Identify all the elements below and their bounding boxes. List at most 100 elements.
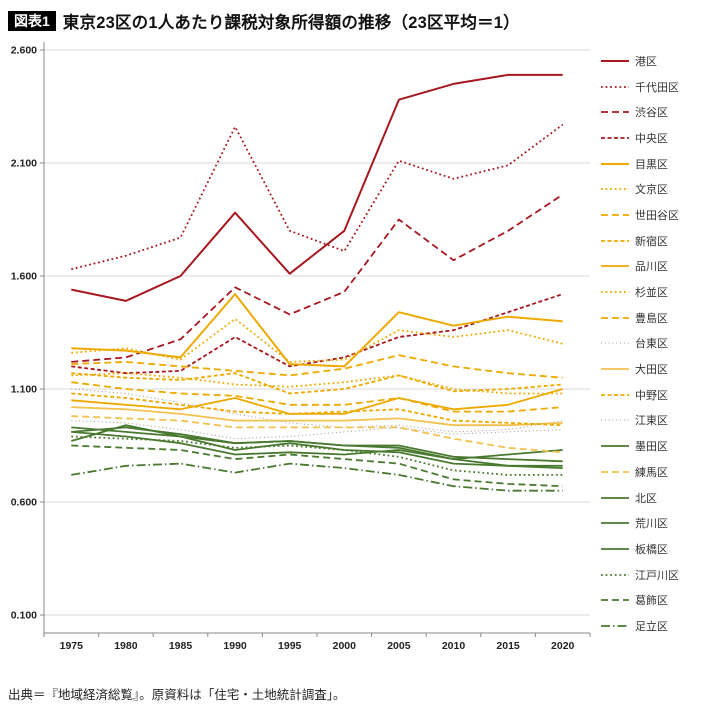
- legend-label: 新宿区: [635, 235, 668, 248]
- legend-line-sample-icon: [601, 573, 629, 576]
- legend-label: 品川区: [635, 261, 668, 274]
- source-note: 出典＝『地域経済総覧』。原資料は「住宅・土地統計調査」。: [8, 688, 346, 702]
- x-tick-label: 2005: [387, 640, 411, 652]
- legend-label: 大田区: [635, 364, 668, 377]
- legend-line-sample-icon: [601, 239, 629, 242]
- series-line-葛飾区: [71, 444, 563, 488]
- legend-item: 中央区: [600, 125, 704, 151]
- legend-label: 港区: [635, 55, 657, 68]
- legend-label: 千代田区: [635, 81, 679, 94]
- series-line-世田谷区: [71, 354, 563, 379]
- legend-label: 世田谷区: [635, 209, 679, 222]
- x-axis-labels: 1975 1980 1985 1990 1995 2000 2005 2010 2015 2020: [60, 640, 575, 652]
- legend-line-sample-icon: [601, 162, 629, 165]
- legend-item: 江東区: [600, 408, 704, 434]
- x-tick-label: 1995: [278, 640, 302, 652]
- legend-label: 足立区: [635, 620, 668, 633]
- x-tick-label: 2000: [333, 640, 357, 652]
- legend-item: 北区: [600, 485, 704, 511]
- legend-label: 荒川区: [635, 518, 668, 531]
- legend-label: 板橋区: [635, 543, 668, 556]
- legend-line-sample-icon: [601, 445, 629, 448]
- legend-line-sample-icon: [601, 316, 629, 319]
- legend-item: 目黒区: [600, 151, 704, 177]
- legend-item: 品川区: [600, 254, 704, 280]
- legend-label: 豊島区: [635, 312, 668, 325]
- legend-line-sample-icon: [601, 393, 629, 396]
- legend-item: 杉並区: [600, 279, 704, 305]
- legend-line-sample-icon: [601, 470, 629, 473]
- legend-label: 渋谷区: [635, 107, 668, 120]
- legend-label: 江東区: [635, 415, 668, 428]
- legend-item: 荒川区: [600, 510, 704, 536]
- legend-line-sample-icon: [601, 111, 629, 114]
- legend-line-sample-icon: [601, 419, 629, 421]
- series-line-豊島区: [71, 381, 563, 413]
- x-tick-label: 2010: [442, 640, 466, 652]
- legend-item: 大田区: [600, 356, 704, 382]
- legend-item: 練馬区: [600, 459, 704, 485]
- legend-line-sample-icon: [601, 137, 629, 139]
- y-axis-labels: 0.100 0.600 1.100 1.600 2.100 2.600: [11, 45, 37, 622]
- legend-line-sample-icon: [601, 291, 629, 293]
- legend-item: 渋谷区: [600, 99, 704, 125]
- income-trend-chart: 0.100 0.600 1.100 1.600 2.100 2.600 1975 1980 19…: [0, 35, 710, 663]
- x-tick-label: 1985: [169, 640, 193, 652]
- legend-label: 台東区: [635, 338, 668, 351]
- legend-label: 中央区: [635, 132, 668, 145]
- y-tick-label: 1.100: [11, 384, 37, 396]
- series-line-文京区: [71, 317, 563, 363]
- y-tick-label: 0.100: [11, 610, 37, 622]
- x-tick-label: 2015: [496, 640, 520, 652]
- series-line-新宿区: [71, 372, 563, 395]
- legend-item: 江戸川区: [600, 562, 704, 588]
- x-tick-label: 1990: [223, 640, 247, 652]
- legend-line-sample-icon: [601, 265, 629, 268]
- legend-item: 世田谷区: [600, 202, 704, 228]
- legend-item: 港区: [600, 48, 704, 74]
- legend-line-sample-icon: [601, 214, 629, 216]
- series-line-練馬区: [71, 415, 563, 454]
- legend-label: 中野区: [635, 389, 668, 402]
- legend-label: 文京区: [635, 184, 668, 197]
- series-line-中野区: [71, 392, 563, 427]
- legend-line-sample-icon: [601, 59, 629, 62]
- series-line-江東区: [71, 420, 563, 440]
- x-tick-label: 1980: [114, 640, 138, 652]
- y-tick-label: 2.600: [11, 45, 37, 57]
- legend-line-sample-icon: [601, 85, 629, 88]
- legend-item: 台東区: [600, 331, 704, 357]
- series-line-板橋区: [71, 426, 563, 469]
- legend-item: 千代田区: [600, 74, 704, 100]
- series-line-足立区: [71, 462, 563, 492]
- y-tick-label: 2.100: [11, 158, 37, 170]
- legend-item: 新宿区: [600, 228, 704, 254]
- y-tick-label: 1.600: [11, 271, 37, 283]
- legend-line-sample-icon: [601, 625, 629, 627]
- chart-header: 図表1 東京23区の1人あたり課税対象所得額の推移（23区平均＝1）: [0, 0, 710, 33]
- series-line-港区: [71, 73, 563, 302]
- series-line-目黒区: [71, 293, 563, 368]
- x-axis-ticks: [43, 633, 591, 637]
- legend-item: 板橋区: [600, 536, 704, 562]
- legend-line-sample-icon: [601, 368, 629, 370]
- gridlines: [40, 49, 590, 616]
- legend-line-sample-icon: [601, 188, 629, 191]
- legend-item: 中野区: [600, 382, 704, 408]
- legend-line-sample-icon: [601, 548, 629, 550]
- series-line-渋谷区: [71, 193, 564, 363]
- series-line-墨田区: [71, 431, 563, 461]
- legend-item: 足立区: [600, 613, 704, 639]
- figure-number-badge: 図表1: [8, 10, 56, 32]
- legend-item: 葛飾区: [600, 587, 704, 613]
- y-tick-label: 0.600: [11, 497, 37, 509]
- legend-label: 墨田区: [635, 441, 668, 454]
- legend-line-sample-icon: [601, 599, 629, 602]
- legend-label: 江戸川区: [635, 569, 679, 582]
- page-title: 東京23区の1人あたり課税対象所得額の推移（23区平均＝1）: [62, 14, 520, 32]
- series-line-千代田区: [71, 123, 564, 271]
- series-lines: [71, 73, 564, 492]
- legend-line-sample-icon: [601, 496, 629, 499]
- series-line-品川区: [71, 388, 563, 415]
